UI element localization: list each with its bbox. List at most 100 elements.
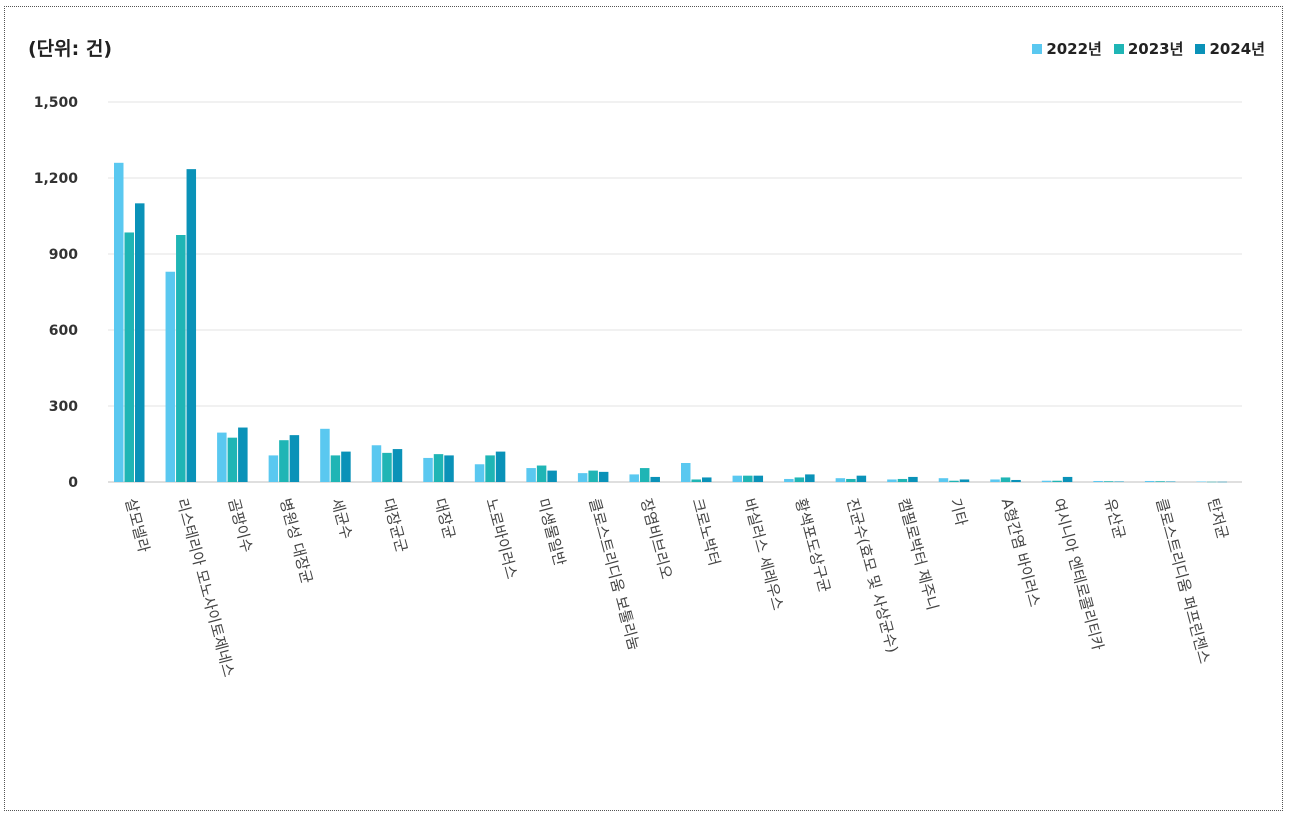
bar xyxy=(691,479,701,482)
legend-label-2022: 2022년 xyxy=(1046,40,1102,58)
x-tick-label: 기타 xyxy=(946,496,971,528)
bar xyxy=(423,457,433,482)
unit-label: (단위: 건) xyxy=(28,38,113,60)
y-tick-label: 600 xyxy=(49,323,78,339)
bar xyxy=(1165,481,1176,482)
x-tick-label: 진균수(효모 및 사상균수) xyxy=(843,496,902,654)
bar xyxy=(444,455,454,482)
x-tick-label: 캠필로박터 제주니 xyxy=(895,496,942,612)
bar xyxy=(1011,479,1021,482)
bar xyxy=(382,452,392,482)
bar xyxy=(371,445,382,482)
bar xyxy=(908,476,918,482)
bar xyxy=(176,235,186,482)
x-tick-label: 대장균군 xyxy=(379,496,411,554)
bar xyxy=(536,465,547,482)
legend-swatch-2023 xyxy=(1113,43,1124,54)
bar xyxy=(1217,481,1227,483)
bar xyxy=(753,475,764,482)
x-tick-label: 노로바이러스 xyxy=(482,496,521,581)
bar xyxy=(1114,481,1124,482)
x-tick-label: 리스테리아 모노사이토제네스 xyxy=(173,496,238,679)
x-tick-label: 클로스트리디움 퍼프린젠스 xyxy=(1152,496,1214,665)
bar xyxy=(474,464,485,482)
bar xyxy=(743,475,753,482)
bar xyxy=(784,478,794,482)
y-tick-label: 1,200 xyxy=(34,171,79,187)
bar xyxy=(547,470,557,482)
bar xyxy=(959,479,970,482)
legend-item-2023: 2023년 xyxy=(1113,38,1183,59)
bar xyxy=(485,455,495,482)
bar xyxy=(124,232,134,482)
bar xyxy=(702,477,712,482)
bar xyxy=(341,451,351,482)
legend-item-2024: 2024년 xyxy=(1195,38,1265,59)
bar xyxy=(1144,480,1155,482)
bar xyxy=(598,471,609,482)
bar xyxy=(990,479,1000,482)
x-tick-label: 탄저균 xyxy=(1204,496,1232,541)
bar xyxy=(1052,480,1062,482)
legend-label-2024: 2024년 xyxy=(1209,40,1265,58)
x-tick-label: 대장균 xyxy=(431,496,459,541)
bar xyxy=(577,473,588,482)
bar xyxy=(114,162,124,483)
chart-legend: 2022년 2023년 2024년 xyxy=(1032,38,1265,59)
x-tick-label: A형간염 바이러스 xyxy=(998,496,1044,609)
x-tick-label: 미생물일반 xyxy=(534,496,569,568)
bar xyxy=(227,437,238,482)
bar xyxy=(330,455,341,482)
bar xyxy=(897,478,908,482)
bar xyxy=(794,477,805,482)
x-tick-label: 클로스트리디움 보툴리눔 xyxy=(585,496,643,652)
bar xyxy=(856,475,867,482)
bar xyxy=(392,449,403,482)
bar xyxy=(289,435,300,482)
bar xyxy=(1062,476,1073,482)
x-tick-label: 크로노박터 xyxy=(688,496,723,567)
bar xyxy=(588,470,598,482)
bar xyxy=(639,468,650,482)
bar xyxy=(1206,481,1217,483)
bar xyxy=(681,463,691,482)
bar xyxy=(938,478,949,482)
bar xyxy=(1155,481,1165,482)
bar xyxy=(1000,477,1011,482)
x-tick-label: 장염비브리오 xyxy=(637,496,676,581)
y-tick-label: 300 xyxy=(49,399,78,415)
legend-swatch-2022 xyxy=(1032,43,1043,54)
y-tick-label: 1,500 xyxy=(34,95,79,111)
x-tick-label: 병원성 대장균 xyxy=(276,496,316,585)
bar xyxy=(1196,481,1206,482)
bar xyxy=(186,169,197,482)
x-tick-label: 여시니아 엔테로콜리티카 xyxy=(1049,496,1107,652)
y-tick-label: 900 xyxy=(49,247,78,263)
y-tick-label: 0 xyxy=(68,475,78,491)
bar xyxy=(165,271,176,482)
x-tick-label: 유산균 xyxy=(1101,496,1129,541)
bar xyxy=(433,454,444,482)
bar xyxy=(650,476,660,482)
x-tick-label: 살모넬라 xyxy=(121,496,153,554)
bar xyxy=(217,432,227,482)
bar xyxy=(320,428,330,482)
bar xyxy=(135,203,145,483)
legend-swatch-2024 xyxy=(1195,43,1206,54)
bar xyxy=(805,474,815,482)
bar xyxy=(846,478,856,482)
bar xyxy=(268,455,279,482)
bar xyxy=(732,475,743,482)
bar xyxy=(238,427,248,482)
bar xyxy=(495,451,506,482)
bar xyxy=(629,474,639,482)
bar xyxy=(526,468,536,482)
bar xyxy=(1103,481,1114,482)
legend-item-2022: 2022년 xyxy=(1032,38,1102,59)
bar xyxy=(887,479,897,482)
bar xyxy=(1093,480,1103,482)
x-tick-label: 곰팡이수 xyxy=(224,496,256,554)
x-tick-label: 세균수 xyxy=(328,496,356,541)
bar xyxy=(1041,480,1052,482)
